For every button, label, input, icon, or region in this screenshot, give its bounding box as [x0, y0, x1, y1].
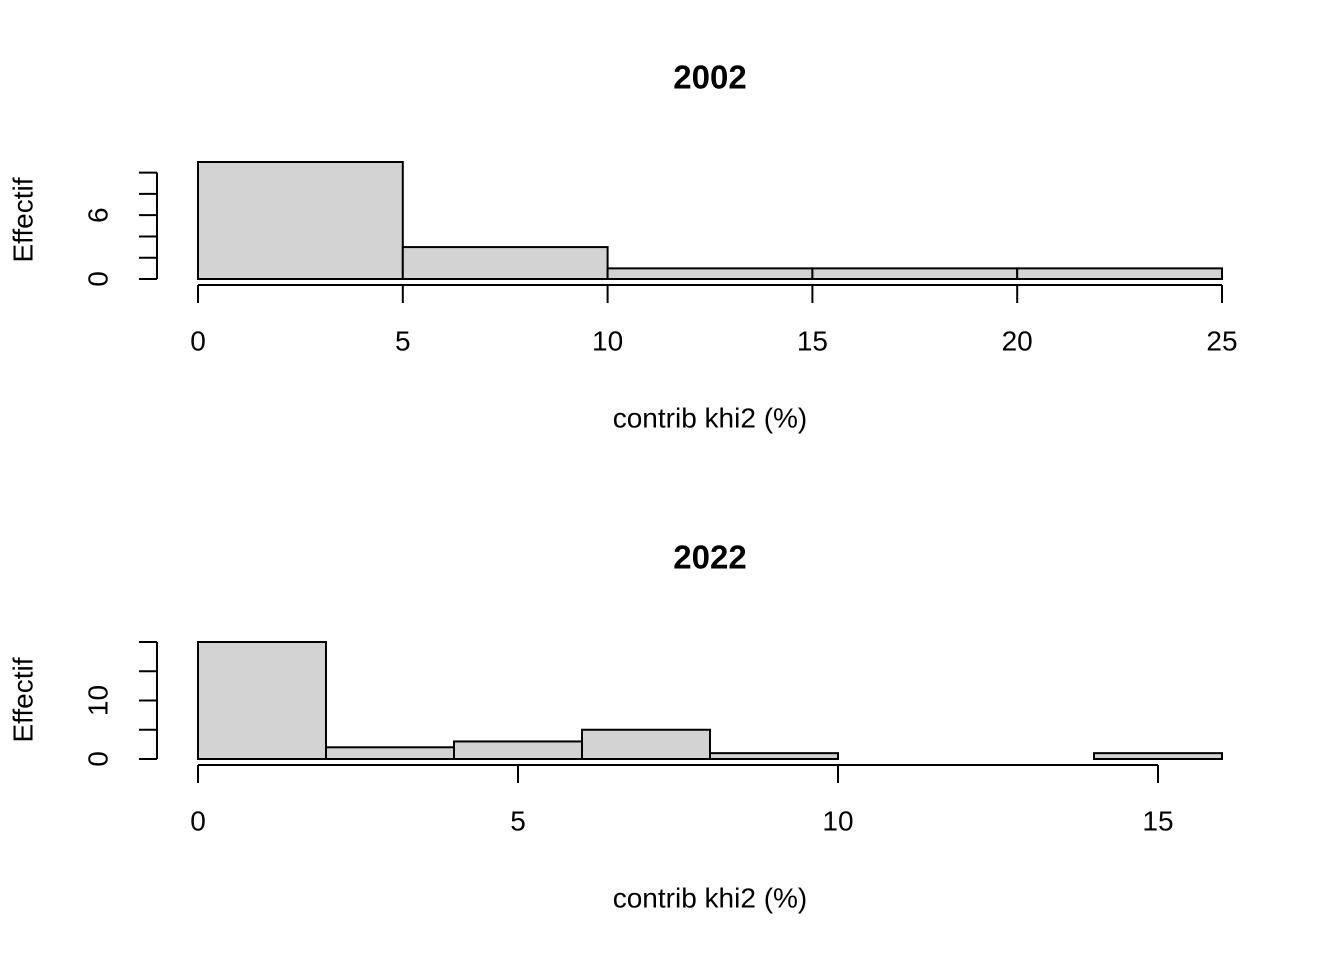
bar	[197, 161, 404, 280]
y-tick-label: 0	[82, 751, 113, 767]
bar	[606, 267, 814, 281]
x-tick-label: 5	[510, 805, 526, 836]
x-axis-label: contrib khi2 (%)	[613, 882, 808, 913]
y-tick-label: 10	[82, 685, 113, 716]
y-tick-label: 6	[82, 207, 113, 223]
x-axis-label: contrib khi2 (%)	[613, 402, 808, 433]
chart-title: 2022	[673, 539, 746, 576]
y-tick-label: 0	[82, 271, 113, 287]
bar	[1016, 267, 1224, 281]
y-axis-label: Effectif	[7, 177, 38, 262]
chart-title: 2002	[673, 59, 746, 96]
bar	[453, 740, 583, 761]
x-tick-label: 10	[822, 805, 853, 836]
bar	[401, 246, 609, 281]
bar	[709, 752, 839, 761]
x-tick-label: 15	[1142, 805, 1173, 836]
x-tick-label: 15	[797, 325, 828, 356]
x-tick-label: 20	[1002, 325, 1033, 356]
bar	[325, 746, 455, 760]
x-tick-label: 25	[1206, 325, 1237, 356]
bar	[581, 728, 711, 760]
bar	[811, 267, 1019, 281]
bar	[197, 641, 327, 760]
x-tick-label: 5	[395, 325, 411, 356]
x-tick-label: 0	[190, 325, 206, 356]
x-tick-label: 10	[592, 325, 623, 356]
y-axis-label: Effectif	[7, 657, 38, 742]
bar	[1093, 752, 1223, 761]
x-tick-label: 0	[190, 805, 206, 836]
